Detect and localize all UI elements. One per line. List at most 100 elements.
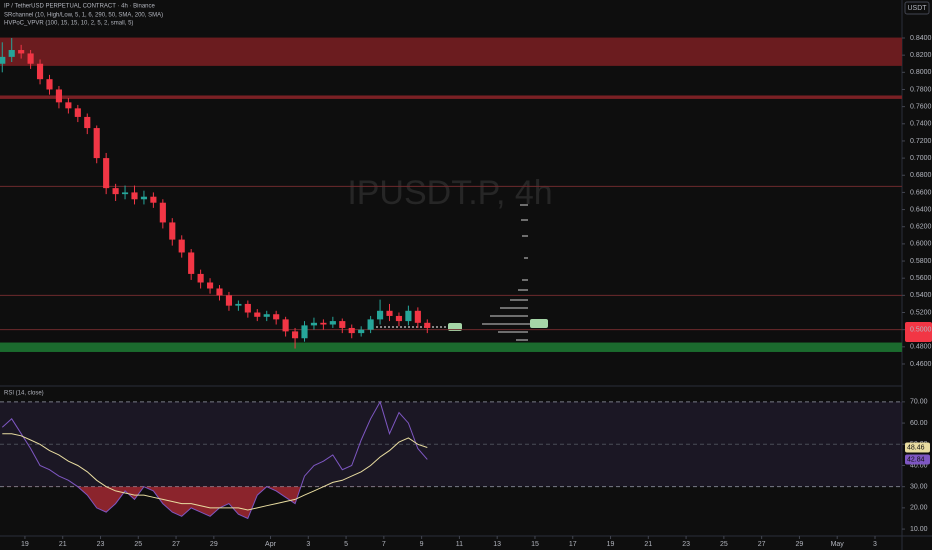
candle-body	[273, 314, 280, 320]
y-tick-label: 40.00	[910, 462, 928, 469]
candle-body	[405, 310, 412, 322]
sr-zone	[0, 95, 902, 99]
currency[interactable]: USDT	[907, 5, 927, 12]
candle-body	[188, 252, 195, 274]
y-tick-label: 0.7200	[910, 138, 932, 145]
rsi-title: RSI (14, close)	[4, 391, 44, 397]
candle-body	[18, 50, 25, 54]
symbol-title: IP / TetherUSD PERPETUAL CONTRACT · 4h ·…	[4, 4, 155, 10]
candle-body	[0, 56, 6, 64]
sr-zone	[0, 342, 902, 352]
y-tick-label: 20.00	[910, 505, 928, 512]
candle-body	[8, 50, 15, 57]
candle-body	[367, 319, 374, 330]
poc-tag	[530, 319, 548, 328]
y-tick-label: 0.8400	[910, 35, 932, 42]
x-tick-label: 15	[531, 541, 539, 548]
y-tick-label: 0.6800	[910, 172, 932, 179]
x-tick-label: 21	[644, 541, 652, 548]
x-tick-label: 19	[607, 541, 615, 548]
candle-body	[358, 329, 365, 334]
candle-body	[131, 192, 138, 200]
candle-body	[121, 192, 129, 195]
y-tick-label: 30.00	[910, 484, 928, 491]
currency-box[interactable]	[904, 1, 930, 15]
candle-body	[329, 321, 336, 325]
oversold-fill	[2, 486, 428, 519]
x-tick-label: 3	[306, 541, 310, 548]
sr-zone	[0, 37, 902, 66]
candle-body	[310, 322, 318, 326]
candle-body	[93, 128, 100, 159]
candle-body	[112, 188, 119, 195]
volume-profile	[482, 204, 530, 341]
candle-body	[301, 325, 308, 339]
x-tick-label: 9	[420, 541, 424, 548]
candle-body	[216, 288, 223, 296]
y-tick-label: 70.00	[910, 399, 928, 406]
y-tick-label: 0.7600	[910, 103, 932, 110]
candle-body	[46, 79, 53, 90]
x-tick-label: 5	[344, 541, 348, 548]
x-tick-label: Apr	[265, 541, 277, 548]
y-tick-label: 0.6200	[910, 224, 932, 231]
y-tick-label: 10.00	[910, 526, 928, 533]
y-tick-label: 0.8000	[910, 69, 932, 76]
y-tick-label: 0.6400	[910, 206, 932, 213]
candle-body	[376, 310, 384, 320]
candle-body	[178, 239, 185, 253]
y-tick-label: 0.8200	[910, 52, 932, 59]
value-badge	[905, 442, 930, 453]
candle-body	[103, 158, 110, 189]
x-tick-label: 27	[172, 541, 180, 548]
value-badge	[905, 454, 930, 465]
value-badge-label: 42.84	[907, 456, 925, 463]
candle-body	[386, 310, 393, 316]
candle-body	[36, 63, 44, 80]
candle-body	[65, 102, 72, 109]
candle-body	[254, 312, 261, 317]
x-tick-label: 21	[59, 541, 67, 548]
x-tick-label: 29	[210, 541, 218, 548]
candle-body	[291, 331, 299, 339]
rsi-line	[2, 433, 428, 511]
candle-body	[206, 282, 214, 289]
x-tick-label: 29	[796, 541, 804, 548]
y-tick-label: 0.7400	[910, 121, 932, 128]
x-tick-label: 17	[569, 541, 577, 548]
last-price-tag	[905, 322, 932, 342]
candle-body	[27, 53, 34, 64]
candle-body	[74, 108, 81, 117]
value-badge-label: 48.46	[907, 444, 925, 451]
rsi-line	[1, 400, 428, 520]
candle-body	[140, 196, 148, 200]
candle-body	[395, 315, 403, 322]
indicator-label: HVPoC_VPVR (100, 15, 15, 10, 2, 5, 2, sm…	[4, 21, 133, 27]
y-tick-label: 0.4600	[910, 361, 932, 368]
x-tick-label: 23	[682, 541, 690, 548]
x-tick-label: 25	[720, 541, 728, 548]
y-tick-label: 0.7800	[910, 86, 932, 93]
x-tick-label: 3	[873, 541, 877, 548]
indicator-label: SRchannel (10, High/Low, 5, 1, 6, 290, 5…	[4, 13, 163, 19]
poc-tag	[448, 323, 462, 331]
x-tick-label: 19	[21, 541, 29, 548]
x-tick-label: 27	[758, 541, 766, 548]
candle-body	[320, 322, 327, 325]
candle-body	[424, 322, 431, 328]
candle-body	[55, 89, 63, 103]
candle-body	[282, 319, 289, 332]
candle-body	[197, 273, 204, 283]
candle-body	[414, 310, 421, 323]
y-tick-label: 0.6600	[910, 189, 932, 196]
candle-body	[235, 303, 242, 306]
y-tick-label: 0.5400	[910, 292, 932, 299]
x-tick-label: 11	[456, 541, 463, 548]
y-tick-label: 0.7000	[910, 155, 932, 162]
x-tick-label: 23	[97, 541, 105, 548]
y-tick-label: 0.5000	[910, 327, 932, 334]
y-tick-label: 0.5600	[910, 275, 932, 282]
candle-body	[244, 303, 251, 313]
